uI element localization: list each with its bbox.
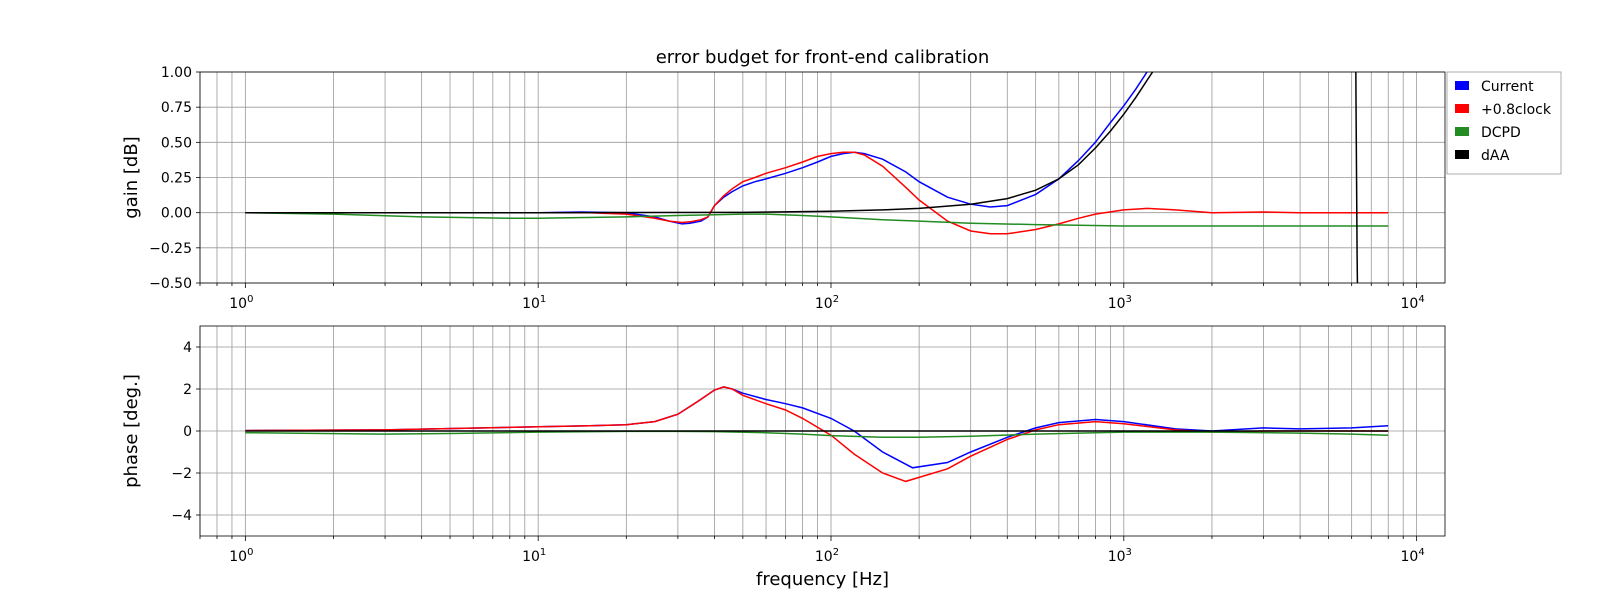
y-tick-label: −0.25	[149, 241, 192, 257]
y-tick-label: −2	[171, 466, 192, 482]
x-tick-label: 104	[1401, 294, 1425, 312]
y-tick-label: 2	[183, 382, 192, 398]
legend-swatch	[1455, 104, 1469, 113]
x-tick-label: 102	[815, 547, 839, 565]
legend: Current +0.8clock DCPD dAA	[1446, 71, 1562, 175]
y-tick-label: 0.50	[161, 135, 192, 151]
phase-y-axis-label: phase [deg.]	[121, 374, 142, 488]
legend-swatch	[1455, 127, 1469, 136]
y-tick-label: 4	[183, 340, 192, 356]
legend-label: dAA	[1481, 148, 1510, 164]
x-tick-label: 104	[1401, 547, 1425, 565]
legend-swatch	[1455, 81, 1469, 90]
phase-ticks: −4 −2 0 2 4 100 101 102 103 104	[171, 340, 1424, 565]
legend-label: DCPD	[1481, 125, 1521, 141]
y-tick-label: 0.00	[161, 206, 192, 222]
x-tick-label: 100	[229, 547, 253, 565]
gain-y-axis-label: gain [dB]	[121, 136, 142, 218]
x-axis-label: frequency [Hz]	[756, 569, 889, 590]
series-line-dcpd	[245, 430, 1389, 439]
y-tick-label: −0.50	[149, 276, 192, 292]
x-tick-label: 103	[1108, 294, 1132, 312]
series-line-daa	[1355, 72, 1359, 283]
y-tick-label: 0.25	[161, 171, 192, 187]
gain-grid	[199, 71, 1445, 284]
x-tick-label: 101	[522, 294, 546, 312]
series-line-08clock	[245, 151, 1389, 235]
gain-ticks: −0.50 −0.25 0.00 0.25 0.50 0.75 1.00 100 101 102 1…	[149, 65, 1425, 312]
series-line-dcpd	[245, 211, 1389, 227]
y-tick-label: 0.75	[161, 100, 192, 116]
series-line-current	[245, 72, 1148, 225]
x-tick-label: 100	[229, 294, 253, 312]
series-line-daa	[245, 72, 1154, 214]
y-tick-label: 1.00	[161, 65, 192, 81]
phase-panel: −4 −2 0 2 4 100 101 102 103 104 phase [deg.] freq…	[121, 325, 1446, 590]
legend-label: Current	[1481, 79, 1534, 95]
x-tick-label: 103	[1108, 547, 1132, 565]
gain-series	[245, 72, 1389, 283]
y-tick-label: −4	[171, 508, 192, 524]
chart-title: error budget for front-end calibration	[656, 47, 990, 68]
y-tick-label: 0	[183, 424, 192, 440]
x-tick-label: 102	[815, 294, 839, 312]
phase-series	[245, 386, 1389, 483]
legend-label: +0.8clock	[1481, 102, 1552, 118]
legend-swatch	[1455, 150, 1469, 159]
x-tick-label: 101	[522, 547, 546, 565]
gain-panel: −0.50 −0.25 0.00 0.25 0.50 0.75 1.00 100 101 102 1…	[121, 47, 1446, 312]
